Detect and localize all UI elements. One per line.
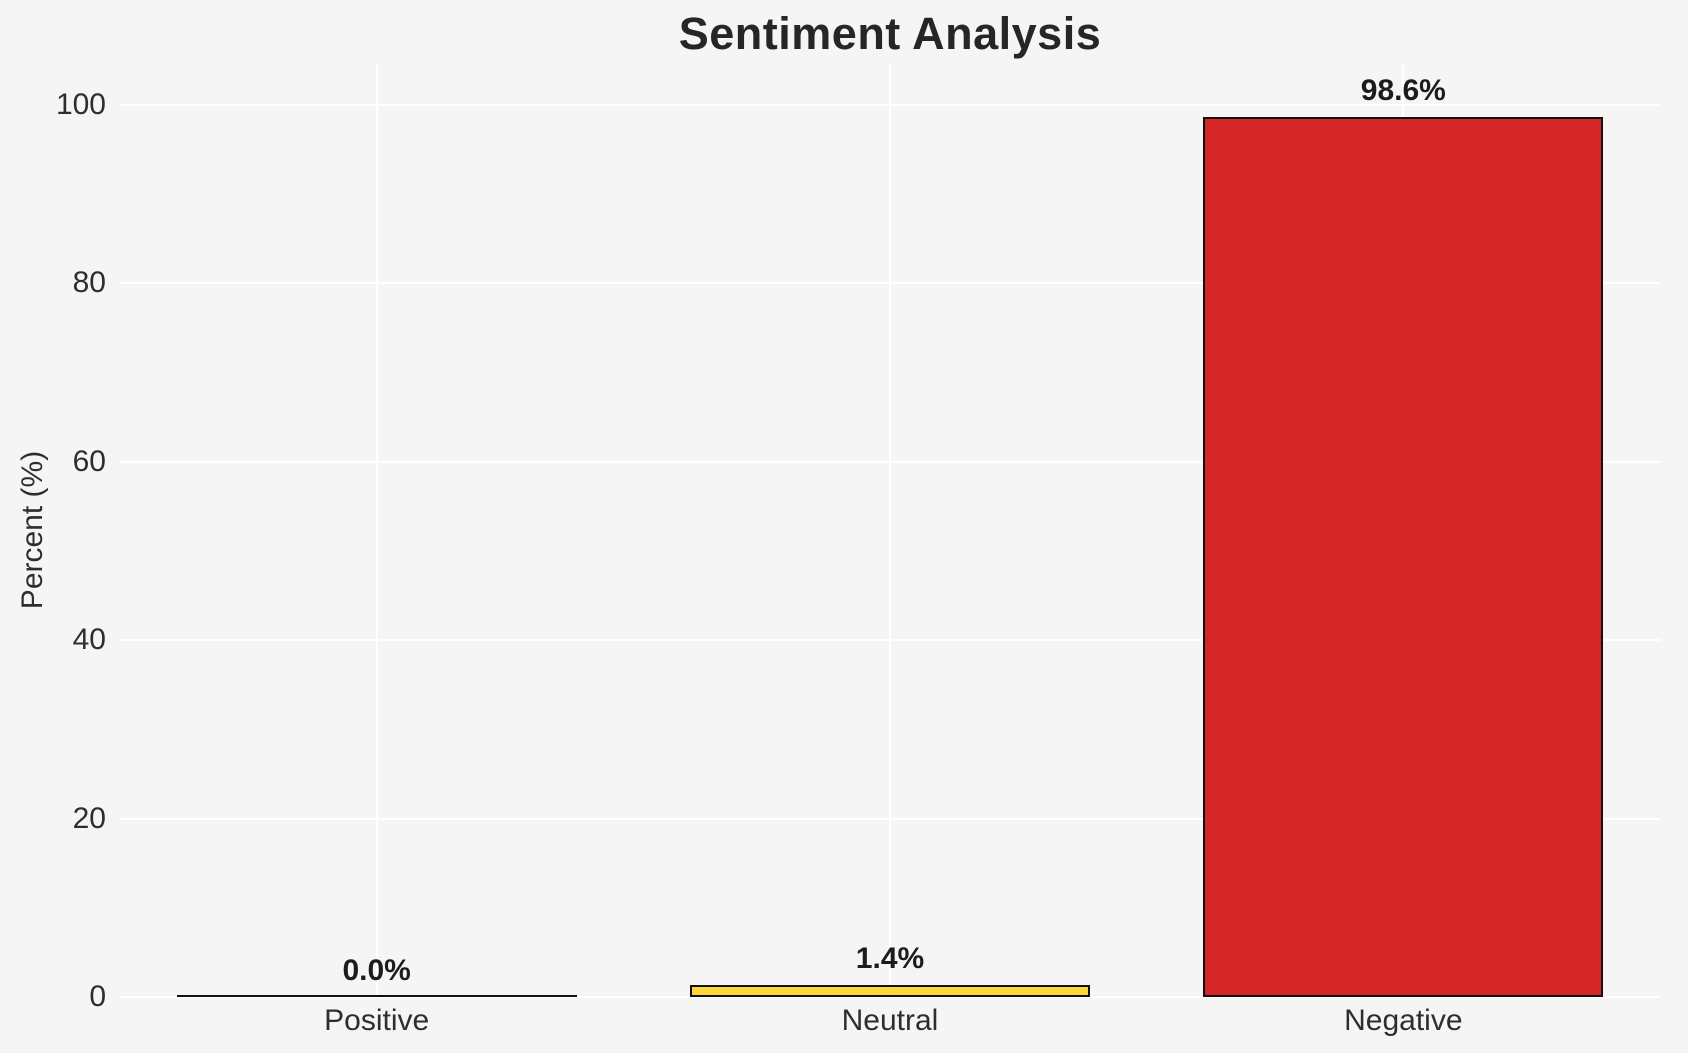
y-gridline-0 bbox=[120, 996, 1660, 998]
y-tick-label-40: 40 bbox=[72, 623, 106, 657]
bar-negative bbox=[1203, 117, 1604, 997]
y-tick-label-0: 0 bbox=[89, 980, 106, 1013]
x-tick-label-neutral: Neutral bbox=[841, 1004, 939, 1037]
y-tick-label-60: 60 bbox=[72, 444, 106, 478]
bar-value-label-positive: 0.0% bbox=[342, 954, 411, 987]
x-gridline-positive bbox=[375, 64, 378, 997]
x-gridline-neutral bbox=[889, 64, 891, 997]
x-tick-label-positive: Positive bbox=[324, 1004, 430, 1037]
y-tick-label-100: 100 bbox=[55, 88, 106, 121]
bar-value-label-neutral: 1.4% bbox=[855, 941, 925, 975]
x-tick-label-negative: Negative bbox=[1344, 1004, 1463, 1037]
chart-title: Sentiment Analysis bbox=[678, 8, 1102, 59]
bar-value-label-negative: 98.6% bbox=[1360, 74, 1446, 108]
y-tick-label-80: 80 bbox=[72, 266, 106, 300]
bar-positive bbox=[176, 994, 577, 997]
y-tick-label-20: 20 bbox=[72, 801, 106, 835]
bar-neutral bbox=[690, 984, 1090, 997]
